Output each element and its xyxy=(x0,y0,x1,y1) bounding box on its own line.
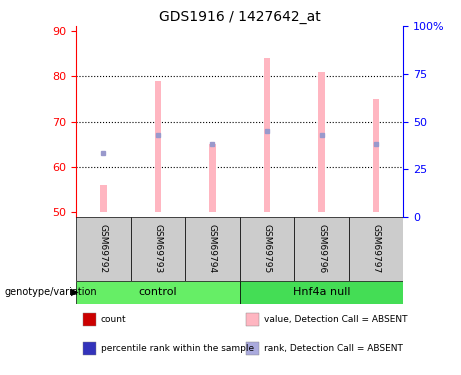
Bar xyxy=(264,58,270,213)
Bar xyxy=(349,217,403,280)
Text: genotype/variation: genotype/variation xyxy=(5,287,97,297)
Bar xyxy=(240,280,403,304)
Text: GSM69794: GSM69794 xyxy=(208,224,217,273)
Bar xyxy=(246,314,260,326)
Bar xyxy=(154,81,161,213)
Bar xyxy=(209,144,216,213)
Text: control: control xyxy=(139,287,177,297)
Text: GSM69792: GSM69792 xyxy=(99,224,108,273)
Text: percentile rank within the sample: percentile rank within the sample xyxy=(100,344,254,353)
Text: ▶: ▶ xyxy=(71,287,79,297)
Bar xyxy=(76,217,130,280)
Bar xyxy=(83,342,96,355)
Text: GSM69797: GSM69797 xyxy=(372,224,381,273)
Text: GSM69793: GSM69793 xyxy=(154,224,162,273)
Bar xyxy=(318,72,325,213)
Text: GSM69795: GSM69795 xyxy=(262,224,272,273)
Text: Hnf4a null: Hnf4a null xyxy=(293,287,350,297)
Bar xyxy=(373,99,379,213)
Bar xyxy=(76,280,240,304)
Text: count: count xyxy=(100,315,126,324)
Bar xyxy=(100,185,106,213)
Bar xyxy=(246,342,260,355)
Text: rank, Detection Call = ABSENT: rank, Detection Call = ABSENT xyxy=(264,344,403,353)
Bar xyxy=(294,217,349,280)
Bar xyxy=(130,217,185,280)
Bar xyxy=(240,217,294,280)
Bar xyxy=(83,314,96,326)
Bar xyxy=(185,217,240,280)
Text: GSM69796: GSM69796 xyxy=(317,224,326,273)
Title: GDS1916 / 1427642_at: GDS1916 / 1427642_at xyxy=(159,10,320,24)
Text: value, Detection Call = ABSENT: value, Detection Call = ABSENT xyxy=(264,315,408,324)
